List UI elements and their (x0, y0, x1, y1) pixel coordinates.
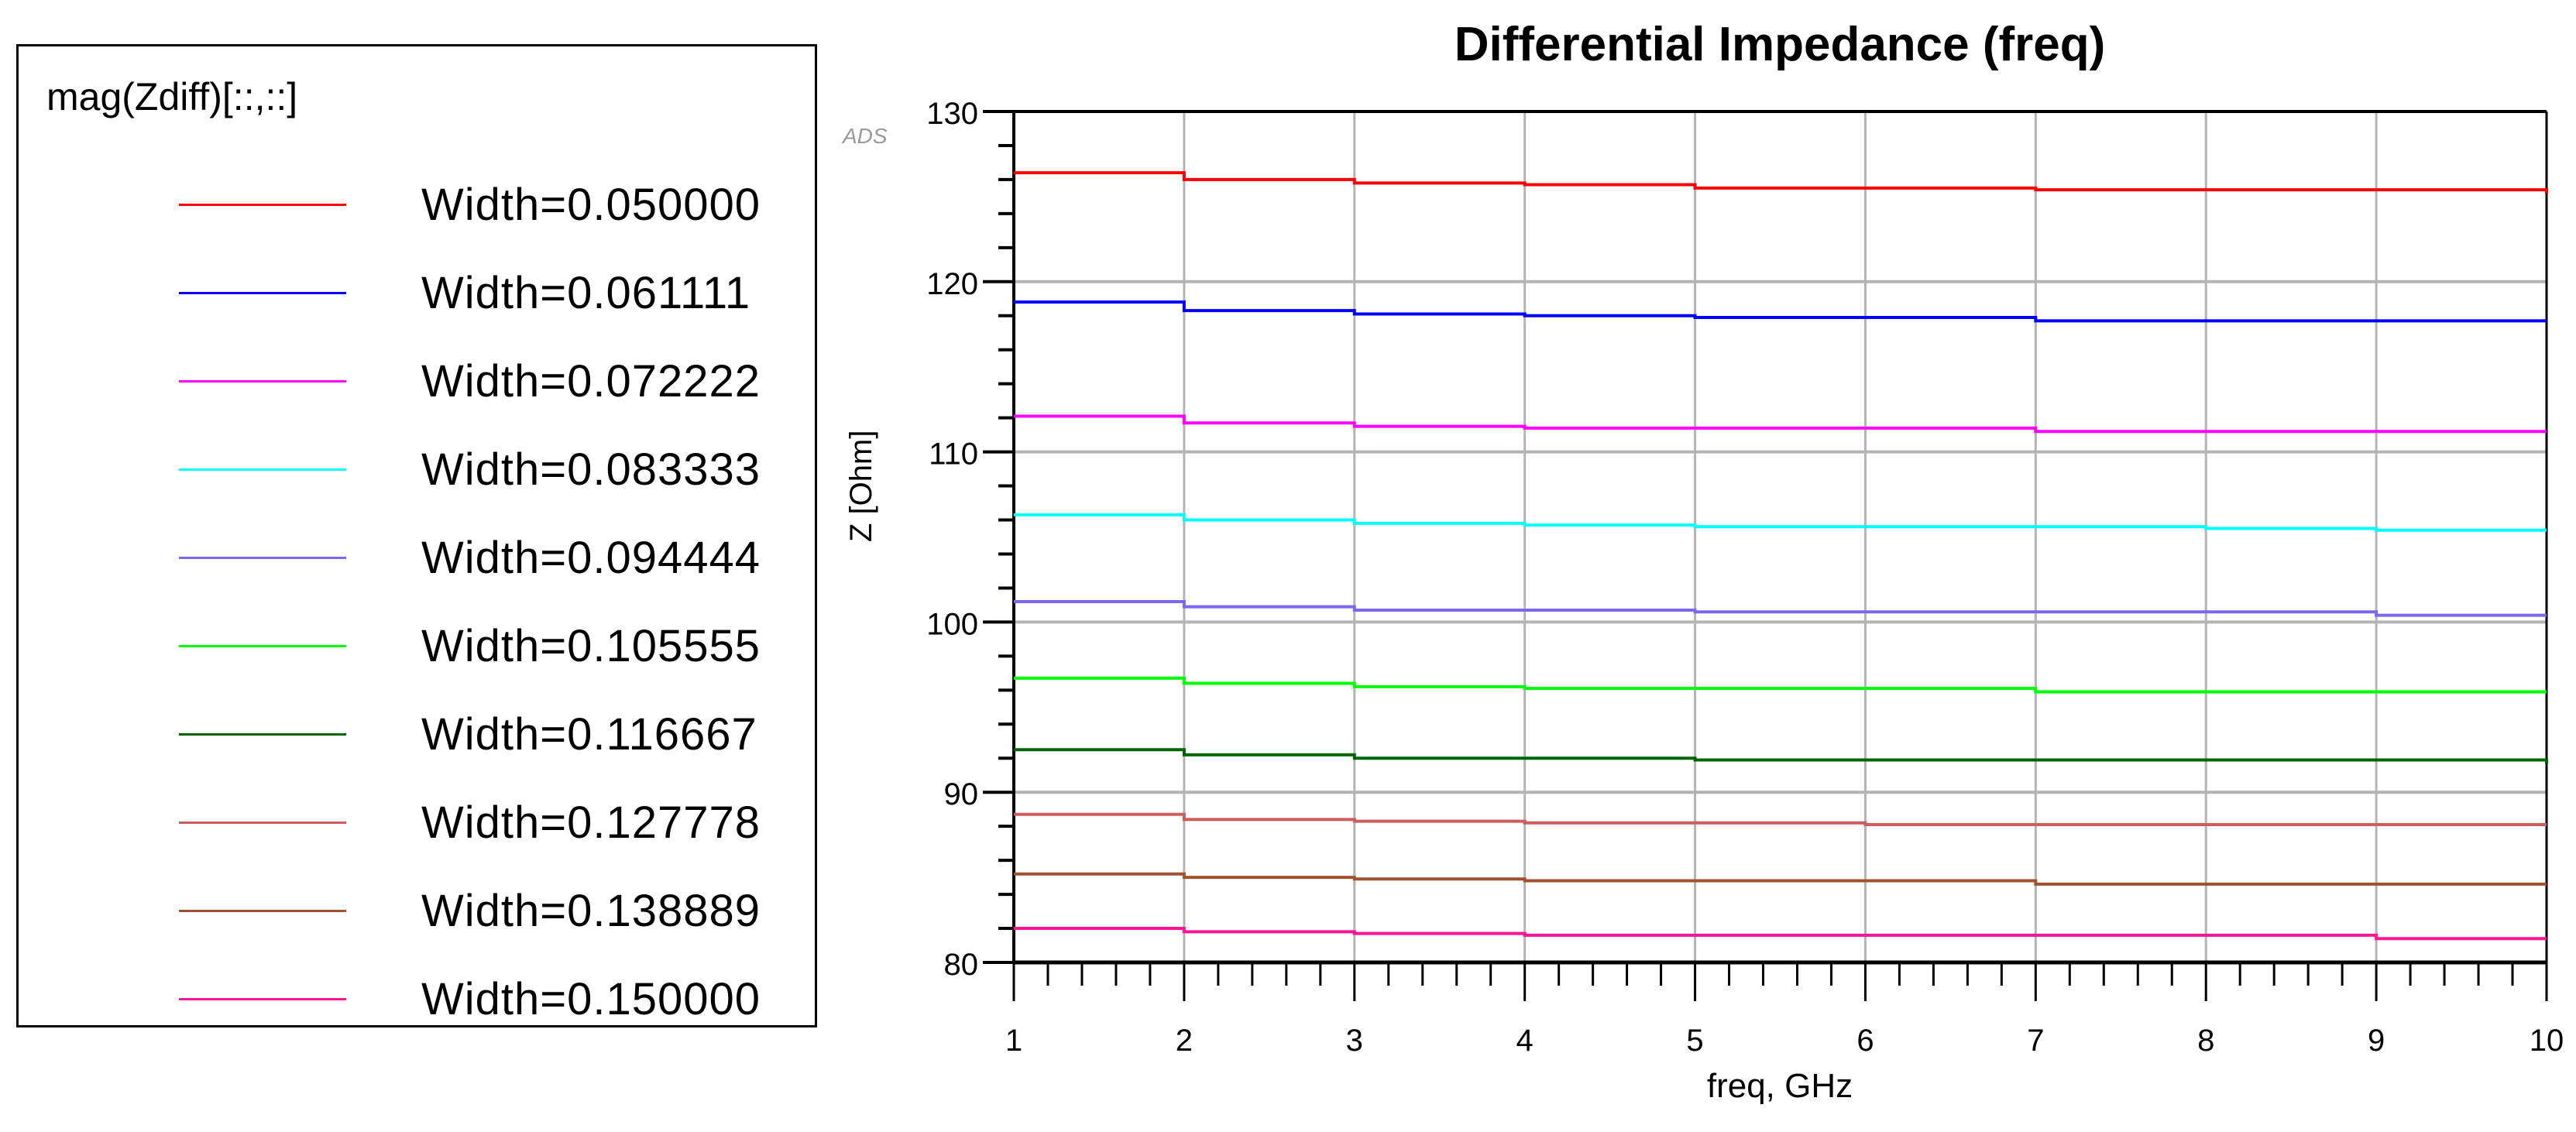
legend-swatch (179, 910, 346, 912)
x-tick-label: 7 (2027, 1024, 2044, 1058)
x-tick-label: 2 (1176, 1024, 1193, 1058)
legend-item: Width=0.138889 (19, 888, 815, 935)
x-tick-label: 4 (1516, 1024, 1534, 1058)
data-series-line (1014, 300, 2547, 323)
legend-label: Width=0.150000 (421, 974, 761, 1024)
legend-swatch (179, 292, 346, 294)
data-series-line (1014, 927, 2547, 941)
y-tick-label: 130 (926, 97, 978, 131)
x-tick-label: 9 (2368, 1024, 2385, 1058)
data-series-line (1014, 872, 2547, 886)
legend-item: Width=0.116667 (19, 712, 815, 758)
legend-item: Width=0.072222 (19, 358, 815, 405)
data-series-line (1014, 812, 2547, 826)
y-tick-label: 80 (944, 948, 979, 982)
legend-item: Width=0.050000 (19, 182, 815, 228)
legend-label: Width=0.105555 (421, 621, 761, 671)
x-tick-label: 5 (1686, 1024, 1703, 1058)
legend-label: Width=0.061111 (421, 268, 751, 318)
legend-swatch (179, 733, 346, 736)
legend-swatch (179, 822, 346, 824)
data-series-line (1014, 414, 2547, 434)
y-tick-label: 110 (929, 437, 978, 472)
legend-label: Width=0.127778 (421, 798, 761, 848)
legend-item: Width=0.083333 (19, 447, 815, 493)
x-axis-label: freq, GHz (1706, 1067, 1853, 1105)
data-series-line (1014, 676, 2547, 694)
y-tick-label: 90 (944, 777, 979, 811)
legend-swatch (179, 468, 346, 471)
legend-item: Width=0.150000 (19, 976, 815, 1023)
legend-item: Width=0.061111 (19, 270, 815, 317)
legend-item: Width=0.094444 (19, 535, 815, 581)
x-tick-label: 6 (1856, 1024, 1874, 1058)
legend-swatch (179, 557, 346, 559)
legend-label: Width=0.083333 (421, 444, 761, 495)
ads-watermark: ADS (843, 124, 888, 148)
x-tick-label: 1 (1005, 1024, 1022, 1058)
legend-item: Width=0.127778 (19, 800, 815, 846)
legend-swatch (179, 204, 346, 206)
legend-swatch (179, 645, 346, 647)
x-tick-label: 3 (1346, 1024, 1363, 1058)
x-tick-label: 8 (2197, 1024, 2214, 1058)
data-series-line (1014, 513, 2547, 532)
legend-label: Width=0.138889 (421, 886, 761, 936)
legend-label: Width=0.072222 (421, 356, 761, 406)
legend-label: Width=0.116667 (421, 709, 757, 760)
legend-swatch (179, 998, 346, 1000)
chart-title: Differential Impedance (freq) (1454, 18, 2106, 71)
legend-item: Width=0.105555 (19, 623, 815, 670)
y-tick-label: 100 (926, 607, 978, 641)
y-tick-label: 120 (926, 267, 978, 301)
data-series-line (1014, 600, 2547, 617)
legend-label: Width=0.094444 (421, 533, 761, 583)
legend-title: mag(Zdiff)[::,::] (46, 75, 298, 118)
data-series-line (1014, 171, 2548, 194)
legend-label: Width=0.050000 (421, 180, 761, 230)
x-tick-label: 10 (2530, 1024, 2564, 1058)
legend-swatch (179, 380, 346, 382)
data-series-line (1014, 748, 2548, 763)
